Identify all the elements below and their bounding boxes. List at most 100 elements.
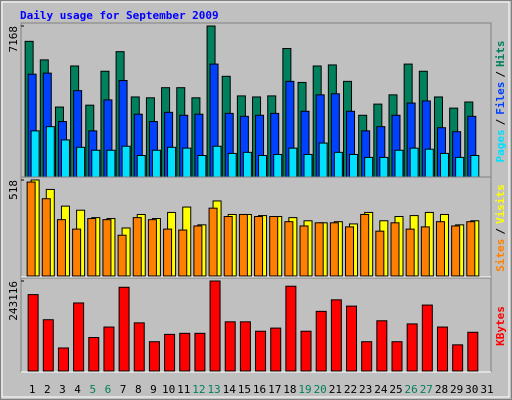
bar: [451, 225, 461, 277]
bar: [270, 327, 282, 372]
legend-separator: /: [494, 71, 507, 78]
bar: [467, 331, 479, 372]
bar: [361, 341, 373, 372]
x-tick-label: 24: [374, 383, 388, 396]
bar: [390, 222, 400, 277]
x-tick-label: 3: [59, 383, 66, 396]
x-tick-label: 20: [314, 383, 327, 396]
bar: [375, 230, 385, 277]
x-tick-label: 26: [405, 383, 418, 396]
bar: [360, 213, 370, 277]
bar: [300, 330, 312, 372]
bar: [76, 146, 86, 178]
x-tick-label: 2: [44, 383, 51, 396]
bar: [118, 286, 130, 372]
bar: [208, 207, 218, 277]
bar: [163, 228, 173, 277]
bar: [391, 341, 403, 372]
bar: [164, 333, 176, 372]
bar: [148, 341, 160, 372]
x-tick-label: 17: [268, 383, 281, 396]
bar: [42, 319, 54, 372]
bar: [106, 149, 116, 178]
legend-entry: Visits: [494, 184, 507, 224]
legend: KBytes: [494, 306, 507, 346]
bar: [285, 285, 297, 372]
bar: [420, 226, 430, 277]
bar: [26, 181, 36, 277]
bar: [182, 147, 192, 178]
x-tick-label: 1: [29, 383, 36, 396]
bar: [179, 332, 191, 372]
legend-entry: Pages: [494, 129, 507, 162]
bar: [314, 222, 324, 277]
x-tick-label: 22: [344, 383, 357, 396]
x-tick-label: 10: [162, 383, 175, 396]
bar: [72, 228, 82, 277]
x-tick-label: 4: [74, 383, 81, 396]
bar: [151, 149, 161, 178]
y-tick-label: 243116: [7, 281, 20, 321]
x-tick-label: 11: [177, 383, 190, 396]
x-tick-label: 23: [359, 383, 372, 396]
legend-entry: Hits: [494, 41, 507, 68]
bar: [73, 302, 85, 372]
bar: [227, 152, 237, 178]
bar: [242, 151, 252, 178]
bar: [409, 147, 419, 178]
bar: [329, 222, 339, 277]
bar: [330, 299, 342, 372]
bar: [284, 221, 294, 277]
bar: [439, 152, 449, 178]
bar: [167, 146, 177, 178]
bar: [194, 332, 206, 372]
bar: [45, 126, 55, 178]
x-tick-label: 19: [298, 383, 311, 396]
x-tick-label: 27: [420, 383, 433, 396]
bar: [238, 213, 248, 277]
bar: [239, 321, 251, 372]
bar: [315, 310, 327, 372]
x-tick-label: 5: [89, 383, 96, 396]
bar: [424, 148, 434, 178]
x-tick-label: 13: [207, 383, 220, 396]
bar: [255, 330, 267, 372]
bar: [91, 149, 101, 178]
legend-separator: /: [494, 118, 507, 125]
y-tick-label: 7168: [7, 26, 20, 53]
bar: [103, 326, 115, 372]
bar: [209, 280, 221, 372]
legend-separator: /: [494, 228, 507, 235]
bar: [60, 139, 70, 178]
x-tick-label: 9: [150, 383, 157, 396]
legend-entry: Sites: [494, 239, 507, 272]
x-tick-label: 18: [283, 383, 296, 396]
x-tick-label: 6: [105, 383, 112, 396]
bar: [345, 226, 355, 277]
bar: [421, 304, 433, 372]
chart-title: Daily usage for September 2009: [20, 9, 219, 22]
bar: [258, 155, 268, 178]
bar: [117, 234, 127, 277]
legend-entry: KBytes: [494, 306, 507, 346]
x-tick-label: 31: [480, 383, 493, 396]
bar: [288, 147, 298, 178]
bar: [376, 320, 388, 372]
x-tick-label: 14: [223, 383, 237, 396]
bar: [178, 229, 188, 277]
bar: [466, 221, 476, 277]
x-tick-label: 15: [238, 383, 251, 396]
bar: [27, 294, 39, 372]
bar: [147, 219, 157, 277]
x-tick-label: 21: [329, 383, 342, 396]
bar: [121, 145, 131, 178]
x-tick-label: 16: [253, 383, 266, 396]
bar: [394, 149, 404, 178]
x-tick-label: 25: [389, 383, 402, 396]
bar: [349, 153, 359, 178]
bar: [133, 322, 145, 372]
bar: [455, 156, 465, 178]
bar: [57, 347, 69, 372]
